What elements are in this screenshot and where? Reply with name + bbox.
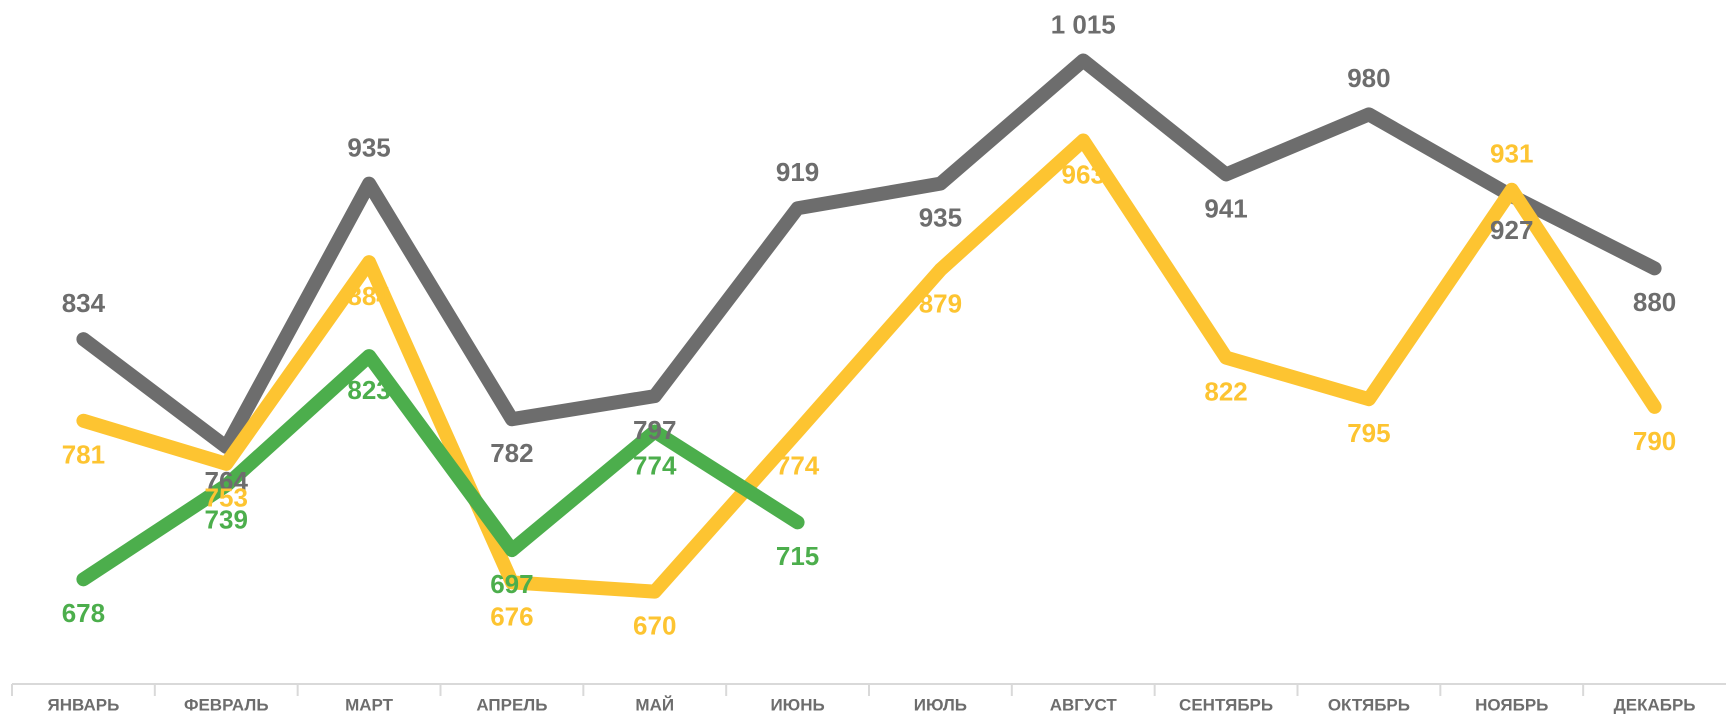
data-label: 678 — [62, 598, 105, 628]
series-line — [76, 133, 1662, 599]
data-label: 935 — [919, 203, 962, 233]
data-label: 927 — [1490, 215, 1533, 245]
data-label: 790 — [1633, 426, 1676, 456]
x-tick-label: МАЙ — [635, 695, 674, 714]
data-label: 795 — [1347, 418, 1390, 448]
data-label: 963 — [1062, 159, 1105, 189]
data-label: 774 — [633, 450, 677, 480]
x-tick-label: АВГУСТ — [1050, 695, 1118, 714]
x-tick-label: ОКТЯБРЬ — [1328, 695, 1410, 714]
data-label: 931 — [1490, 139, 1533, 169]
x-tick-label: АПРЕЛЬ — [476, 695, 547, 714]
x-tick-label: ЯНВАРЬ — [48, 695, 120, 714]
data-label: 980 — [1347, 63, 1390, 93]
data-label: 764 — [205, 466, 249, 496]
x-tick-label: ИЮЛЬ — [914, 695, 967, 714]
data-label: 880 — [1633, 287, 1676, 317]
data-label: 676 — [490, 601, 533, 631]
series-line — [76, 349, 805, 587]
data-label: 941 — [1204, 193, 1247, 223]
x-tick-label: СЕНТЯБРЬ — [1179, 695, 1273, 714]
data-label: 782 — [490, 438, 533, 468]
data-label: 919 — [776, 157, 819, 187]
series-line — [76, 53, 1662, 454]
x-tick-label: МАРТ — [345, 695, 394, 714]
data-label: 715 — [776, 541, 819, 571]
data-label: 935 — [347, 133, 390, 163]
data-label: 1 015 — [1051, 9, 1116, 39]
x-tick-label: ФЕВРАЛЬ — [184, 695, 269, 714]
data-label: 774 — [776, 450, 820, 480]
x-tick-label: НОЯБРЬ — [1475, 695, 1548, 714]
data-label: 739 — [205, 504, 248, 534]
data-label: 781 — [62, 440, 105, 470]
data-label: 884 — [347, 281, 391, 311]
data-label: 879 — [919, 289, 962, 319]
data-label: 797 — [633, 415, 676, 445]
data-label: 753 — [205, 483, 248, 513]
x-tick-label: ДЕКАБРЬ — [1614, 695, 1696, 714]
x-tick-label: ИЮНЬ — [770, 695, 824, 714]
data-label: 670 — [633, 611, 676, 641]
data-label: 834 — [62, 288, 106, 318]
data-label: 822 — [1204, 376, 1247, 406]
data-label: 697 — [490, 569, 533, 599]
data-label: 823 — [347, 375, 390, 405]
